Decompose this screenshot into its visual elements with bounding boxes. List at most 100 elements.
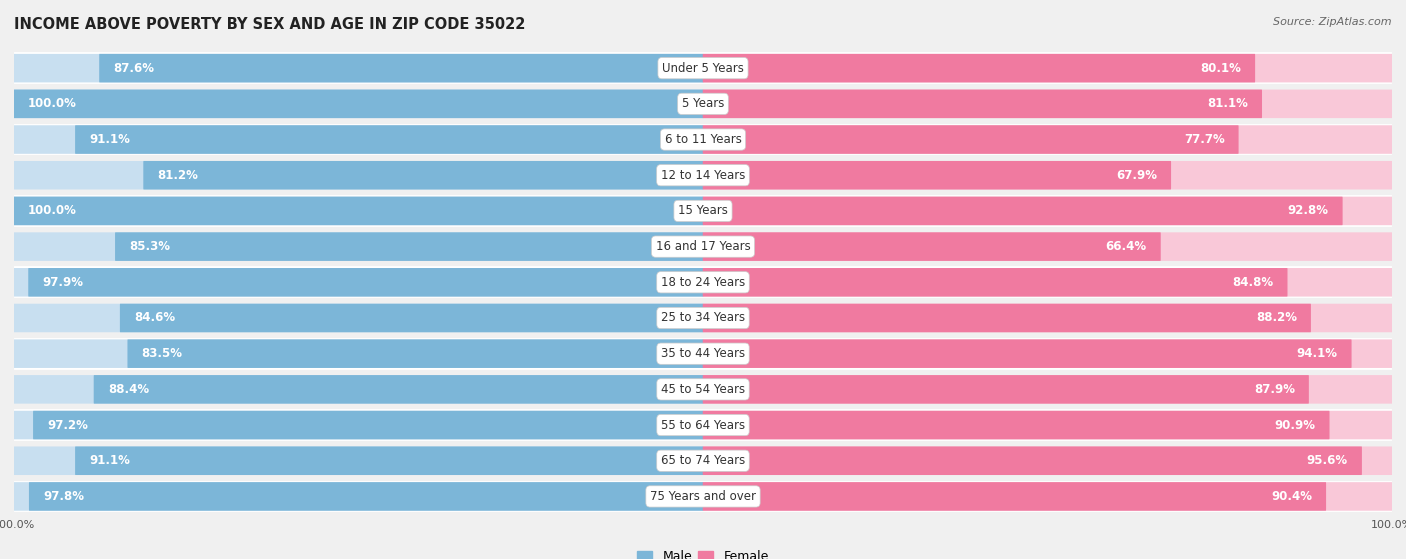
FancyBboxPatch shape [120,304,703,332]
FancyBboxPatch shape [703,304,1310,332]
Text: 91.1%: 91.1% [89,133,129,146]
Text: 6 to 11 Years: 6 to 11 Years [665,133,741,146]
FancyBboxPatch shape [14,265,1392,300]
FancyBboxPatch shape [703,125,1239,154]
FancyBboxPatch shape [14,122,1392,157]
Text: 95.6%: 95.6% [1306,454,1348,467]
Text: INCOME ABOVE POVERTY BY SEX AND AGE IN ZIP CODE 35022: INCOME ABOVE POVERTY BY SEX AND AGE IN Z… [14,17,526,32]
Text: 75 Years and over: 75 Years and over [650,490,756,503]
FancyBboxPatch shape [703,161,1392,190]
FancyBboxPatch shape [14,51,1392,86]
FancyBboxPatch shape [703,482,1392,511]
FancyBboxPatch shape [14,375,703,404]
Text: 97.9%: 97.9% [42,276,83,289]
FancyBboxPatch shape [14,304,703,332]
FancyBboxPatch shape [14,372,1392,406]
FancyBboxPatch shape [703,89,1263,118]
Text: 65 to 74 Years: 65 to 74 Years [661,454,745,467]
Text: 87.9%: 87.9% [1254,383,1295,396]
Text: Source: ZipAtlas.com: Source: ZipAtlas.com [1274,17,1392,27]
Text: 81.2%: 81.2% [157,169,198,182]
FancyBboxPatch shape [703,375,1309,404]
Text: 88.2%: 88.2% [1256,311,1296,324]
Text: 100.0%: 100.0% [28,205,77,217]
FancyBboxPatch shape [75,447,703,475]
Text: 92.8%: 92.8% [1288,205,1329,217]
FancyBboxPatch shape [14,447,703,475]
FancyBboxPatch shape [14,161,703,190]
FancyBboxPatch shape [14,194,1392,228]
Text: 83.5%: 83.5% [142,347,183,360]
FancyBboxPatch shape [703,54,1256,82]
FancyBboxPatch shape [703,411,1330,439]
FancyBboxPatch shape [703,339,1392,368]
FancyBboxPatch shape [703,447,1392,475]
FancyBboxPatch shape [14,197,703,225]
FancyBboxPatch shape [14,197,703,225]
Text: 35 to 44 Years: 35 to 44 Years [661,347,745,360]
FancyBboxPatch shape [100,54,703,82]
Text: 84.6%: 84.6% [134,311,176,324]
Text: Under 5 Years: Under 5 Years [662,61,744,75]
Text: 12 to 14 Years: 12 to 14 Years [661,169,745,182]
FancyBboxPatch shape [128,339,703,368]
Text: 100.0%: 100.0% [28,97,77,110]
Text: 55 to 64 Years: 55 to 64 Years [661,419,745,432]
FancyBboxPatch shape [75,125,703,154]
FancyBboxPatch shape [703,411,1392,439]
Text: 77.7%: 77.7% [1184,133,1225,146]
FancyBboxPatch shape [14,301,1392,335]
FancyBboxPatch shape [14,233,703,261]
Text: 84.8%: 84.8% [1232,276,1274,289]
FancyBboxPatch shape [14,87,1392,121]
FancyBboxPatch shape [703,339,1351,368]
Text: 90.4%: 90.4% [1271,490,1312,503]
FancyBboxPatch shape [94,375,703,404]
FancyBboxPatch shape [34,411,703,439]
FancyBboxPatch shape [14,230,1392,264]
FancyBboxPatch shape [14,268,703,297]
Text: 45 to 54 Years: 45 to 54 Years [661,383,745,396]
FancyBboxPatch shape [14,158,1392,192]
Text: 18 to 24 Years: 18 to 24 Years [661,276,745,289]
FancyBboxPatch shape [143,161,703,190]
FancyBboxPatch shape [14,337,1392,371]
Text: 16 and 17 Years: 16 and 17 Years [655,240,751,253]
FancyBboxPatch shape [703,125,1392,154]
FancyBboxPatch shape [14,482,703,511]
Text: 91.1%: 91.1% [89,454,129,467]
FancyBboxPatch shape [14,411,703,439]
Text: 25 to 34 Years: 25 to 34 Years [661,311,745,324]
FancyBboxPatch shape [703,54,1392,82]
Text: 80.1%: 80.1% [1201,61,1241,75]
Text: 5 Years: 5 Years [682,97,724,110]
FancyBboxPatch shape [703,268,1288,297]
Legend: Male, Female: Male, Female [633,546,773,559]
FancyBboxPatch shape [703,89,1392,118]
FancyBboxPatch shape [115,233,703,261]
FancyBboxPatch shape [14,339,703,368]
Text: 97.2%: 97.2% [48,419,89,432]
FancyBboxPatch shape [703,482,1326,511]
FancyBboxPatch shape [703,197,1392,225]
FancyBboxPatch shape [703,233,1392,261]
FancyBboxPatch shape [703,268,1392,297]
Text: 97.8%: 97.8% [44,490,84,503]
FancyBboxPatch shape [14,125,703,154]
FancyBboxPatch shape [14,54,703,82]
Text: 90.9%: 90.9% [1274,419,1316,432]
Text: 85.3%: 85.3% [129,240,170,253]
Text: 87.6%: 87.6% [114,61,155,75]
Text: 81.1%: 81.1% [1208,97,1249,110]
FancyBboxPatch shape [14,444,1392,478]
FancyBboxPatch shape [28,268,703,297]
Text: 88.4%: 88.4% [108,383,149,396]
FancyBboxPatch shape [14,89,703,118]
FancyBboxPatch shape [14,89,703,118]
Text: 66.4%: 66.4% [1105,240,1147,253]
FancyBboxPatch shape [703,161,1171,190]
Text: 67.9%: 67.9% [1116,169,1157,182]
Text: 15 Years: 15 Years [678,205,728,217]
FancyBboxPatch shape [14,479,1392,514]
FancyBboxPatch shape [14,408,1392,442]
